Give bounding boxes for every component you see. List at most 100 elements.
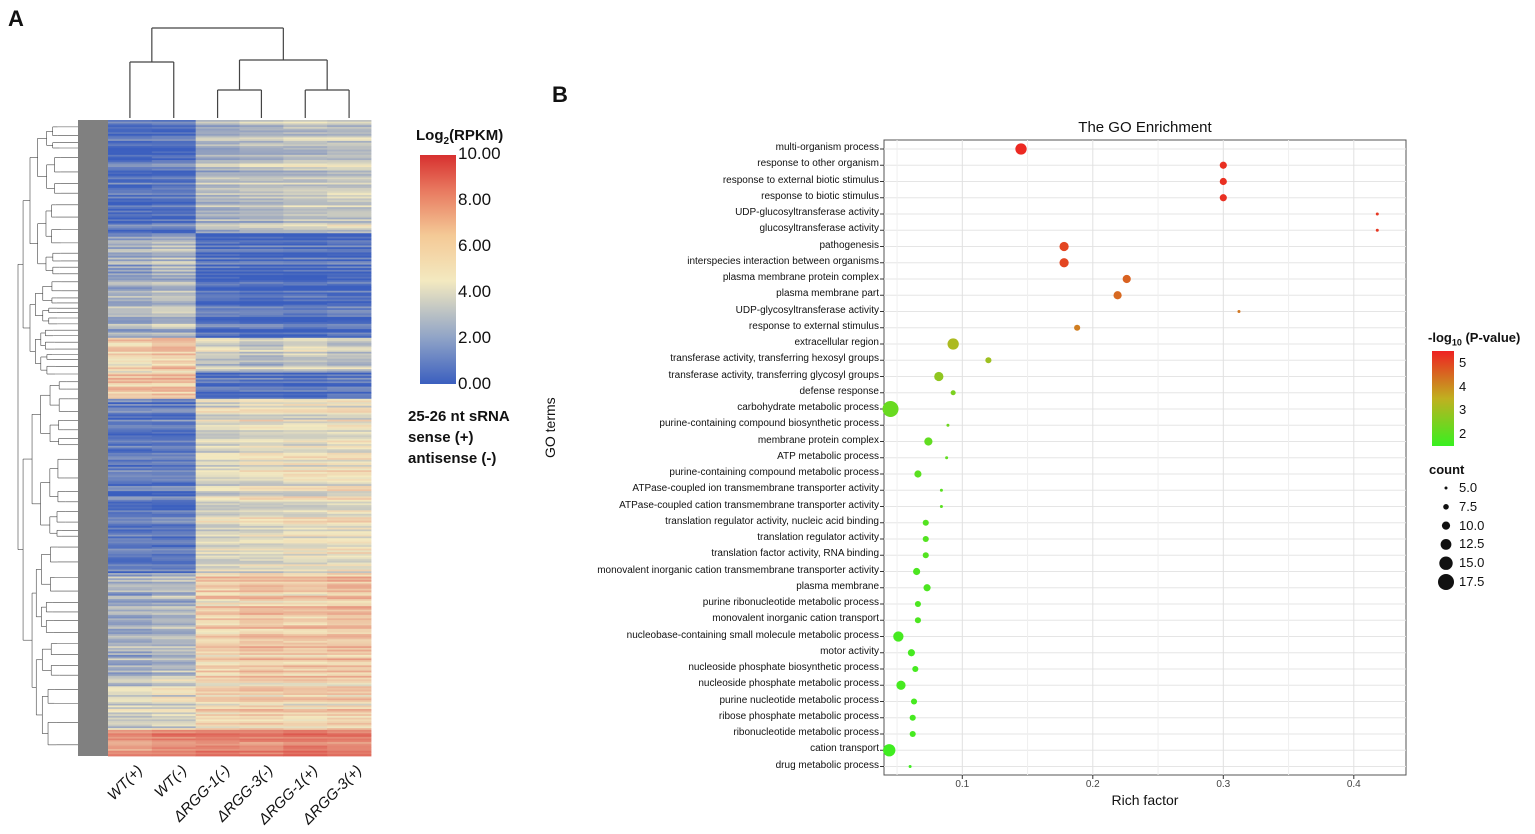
heatmap-cell	[151, 381, 197, 384]
heatmap-cell	[108, 275, 153, 278]
heatmap-cell	[327, 576, 372, 579]
heatmap-cell	[283, 438, 328, 442]
heatmap-cell	[239, 221, 284, 224]
heatmap-cell	[327, 637, 372, 640]
heatmap-cell	[151, 574, 197, 577]
heatmap-cell	[239, 414, 284, 417]
heatmap-cell	[195, 566, 240, 569]
heatmap-cell	[283, 285, 328, 288]
heatmap-cell	[283, 689, 328, 692]
heatmap-cell	[195, 421, 240, 424]
heatmap-cell	[327, 215, 372, 218]
heatmap-cell	[108, 226, 153, 229]
heatmap-cell	[283, 177, 328, 180]
heatmap-cell	[151, 346, 197, 349]
heatmap-cell	[239, 630, 284, 633]
heatmap-cell	[108, 508, 153, 511]
heatmap-cell	[239, 459, 284, 462]
heatmap-cell	[151, 341, 197, 344]
heatmap-cell	[327, 505, 372, 508]
heatmap-cell	[195, 665, 240, 668]
heatmap-cell	[283, 444, 328, 447]
go-term-label: UDP-glycosyltransferase activity	[735, 304, 879, 316]
heatmap-cell	[108, 606, 153, 609]
heatmap-cell	[239, 679, 284, 682]
heatmap-cell	[327, 398, 372, 401]
heatmap-cell	[283, 187, 328, 191]
heatmap-cell	[195, 567, 240, 570]
heatmap-cell	[327, 233, 372, 236]
heatmap-cell	[195, 400, 240, 403]
heatmap-cell	[239, 606, 284, 609]
heatmap-cell	[108, 233, 153, 236]
heatmap-cell	[195, 574, 240, 577]
heatmap-cell	[195, 316, 240, 320]
heatmap-cell	[108, 299, 153, 302]
heatmap-cell	[327, 327, 372, 330]
heatmap-cell	[327, 592, 372, 595]
heatmap-cell	[195, 355, 240, 358]
heatmap-cell	[327, 381, 372, 384]
heatmap-cell	[151, 174, 197, 177]
heatmap-cell	[151, 163, 197, 166]
heatmap-cell	[195, 292, 240, 295]
heatmap-cell	[195, 423, 240, 426]
heatmap-cell	[239, 550, 284, 553]
heatmap-cell	[108, 679, 153, 682]
heatmap-cell	[195, 473, 240, 476]
heatmap-cell	[195, 705, 240, 708]
heatmap-cell	[239, 684, 284, 687]
heatmap-cell	[151, 282, 197, 285]
heatmap-cell	[151, 534, 197, 537]
heatmap-cell	[327, 634, 372, 637]
heatmap-cell	[108, 339, 153, 342]
heatmap-cell	[108, 466, 153, 469]
heatmap-cell	[151, 703, 197, 706]
heatmap-cell	[283, 379, 328, 382]
heatmap-cell	[283, 384, 328, 387]
heatmap-cell	[327, 578, 372, 581]
heatmap-cell	[151, 410, 197, 414]
heatmap-cell	[151, 498, 197, 501]
heatmap-cell	[327, 754, 372, 757]
heatmap-cell	[195, 742, 240, 745]
heatmap-cell	[151, 156, 197, 159]
heatmap-cell	[151, 447, 197, 450]
go-term-label: transferase activity, transferring glyco…	[668, 369, 879, 381]
heatmap-cell	[195, 585, 240, 588]
heatmap-cell	[327, 494, 372, 497]
heatmap-cell	[195, 414, 240, 417]
heatmap-cell	[283, 287, 328, 290]
heatmap-cell	[283, 201, 328, 205]
heatmap-cell	[151, 731, 197, 734]
heatmap-cell	[195, 407, 240, 410]
heatmap-cell	[108, 715, 153, 719]
heatmap-cell	[151, 506, 197, 509]
heatmap-cell	[108, 738, 153, 741]
heatmap-cell	[283, 137, 328, 140]
heatmap-cell	[283, 337, 328, 340]
heatmap-cell	[151, 402, 197, 405]
heatmap-cell	[283, 329, 328, 332]
heatmap-cell	[151, 661, 197, 665]
heatmap-cell	[151, 167, 197, 170]
heatmap-cell	[327, 630, 372, 633]
heatmap-cell	[151, 384, 197, 387]
heatmap-cell	[195, 395, 240, 398]
heatmap-cell	[195, 505, 240, 508]
heatmap-cell	[239, 165, 284, 168]
heatmap-cell	[283, 433, 328, 436]
heatmap-cell	[283, 670, 328, 673]
go-dot	[950, 390, 956, 396]
heatmap-cell	[195, 348, 240, 351]
heatmap-cell	[283, 616, 328, 619]
heatmap-cell	[283, 562, 328, 565]
heatmap-cell	[151, 499, 197, 502]
heatmap-cell	[239, 275, 284, 278]
heatmap-cell	[327, 390, 372, 393]
heatmap-cell	[239, 546, 284, 550]
heatmap-cell	[283, 276, 328, 279]
heatmap-cell	[283, 318, 328, 321]
heatmap-cell	[108, 672, 153, 675]
heatmap-cell	[283, 191, 328, 194]
